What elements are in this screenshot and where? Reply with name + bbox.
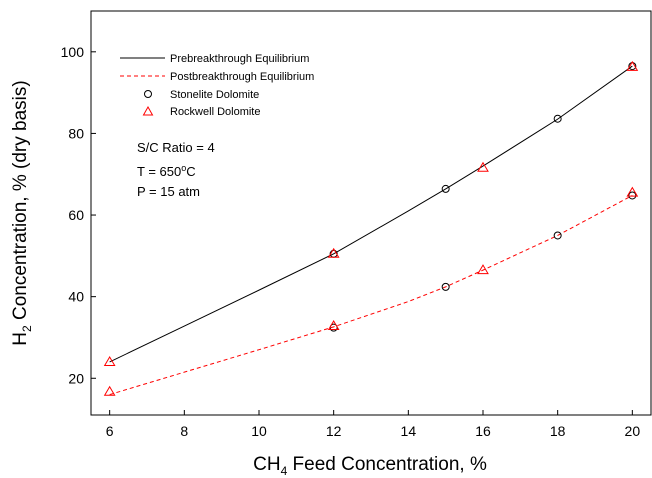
data-point-stonelite <box>628 191 637 200</box>
x-tick-label: 20 <box>625 423 641 439</box>
x-axis-title-subscript: 4 <box>281 464 288 478</box>
y-axis: 20 40 60 80 100 <box>61 44 96 386</box>
x-axis-title: CH4 Feed Concentration, % <box>253 454 487 478</box>
y-axis-title: H2 Concentration, % (dry basis) <box>10 80 34 345</box>
data-point-stonelite <box>441 282 450 291</box>
legend-swatch-circle-marker <box>144 90 152 98</box>
x-tick-label: 16 <box>475 423 491 439</box>
x-tick-label: 6 <box>106 423 114 439</box>
plot-area <box>103 60 639 396</box>
legend-label: Postbreakthrough Equilibrium <box>170 71 314 83</box>
data-point-rockwell <box>103 385 116 396</box>
annotation-sc-ratio: S/C Ratio = 4 <box>137 140 215 155</box>
data-point-rockwell <box>477 264 489 275</box>
legend: Prebreakthrough Equilibrium Postbreakthr… <box>120 53 314 118</box>
data-point-rockwell <box>103 355 116 366</box>
x-tick-label: 10 <box>251 423 267 439</box>
annotation-temperature-suffix: C <box>186 164 195 179</box>
data-point-rockwell <box>327 320 340 331</box>
legend-item-prebreakthrough: Prebreakthrough Equilibrium <box>120 53 309 65</box>
x-axis-title-suffix: Feed Concentration, % <box>287 454 487 475</box>
data-point-stonelite <box>441 184 450 193</box>
x-tick-label: 12 <box>326 423 342 439</box>
conditions-annotation: S/C Ratio = 4 T = 650oC P = 15 atm <box>137 140 215 199</box>
annotation-temperature-prefix: T = 650 <box>137 164 181 179</box>
y-tick-label: 60 <box>68 207 84 223</box>
y-tick-label: 40 <box>68 289 84 305</box>
data-point-rockwell <box>626 60 639 71</box>
y-axis-title-subscript: 2 <box>20 325 34 332</box>
legend-item-stonelite: Stonelite Dolomite <box>144 89 259 101</box>
y-tick-label: 20 <box>68 370 84 386</box>
data-point-rockwell <box>626 186 639 197</box>
plot-frame <box>90 10 652 416</box>
legend-swatch-triangle-marker <box>142 105 154 116</box>
series-line-prebreakthrough <box>109 65 633 363</box>
y-axis-title-prefix: H <box>10 332 31 346</box>
series-line-postbreakthrough <box>109 195 633 396</box>
legend-label: Rockwell Dolomite <box>170 106 260 118</box>
data-point-rockwell <box>477 161 489 172</box>
data-point-rockwell <box>327 247 340 258</box>
y-tick-label: 100 <box>61 44 85 60</box>
data-point-stonelite <box>553 114 562 123</box>
annotation-temperature: T = 650oC <box>137 163 196 179</box>
annotation-temperature-degree: o <box>181 163 186 173</box>
x-tick-label: 18 <box>550 423 566 439</box>
data-point-stonelite <box>553 231 562 240</box>
legend-label: Stonelite Dolomite <box>170 89 259 101</box>
legend-label: Prebreakthrough Equilibrium <box>170 53 309 65</box>
x-axis-title-prefix: CH <box>253 454 280 475</box>
legend-item-rockwell: Rockwell Dolomite <box>142 105 260 118</box>
annotation-pressure: P = 15 atm <box>137 184 200 199</box>
legend-item-postbreakthrough: Postbreakthrough Equilibrium <box>120 71 314 83</box>
x-tick-label: 8 <box>180 423 188 439</box>
y-tick-label: 80 <box>68 125 84 141</box>
x-axis: 6 8 10 12 14 16 18 20 <box>106 410 641 439</box>
y-axis-title-suffix: Concentration, % (dry basis) <box>10 80 31 325</box>
x-tick-label: 14 <box>401 423 417 439</box>
